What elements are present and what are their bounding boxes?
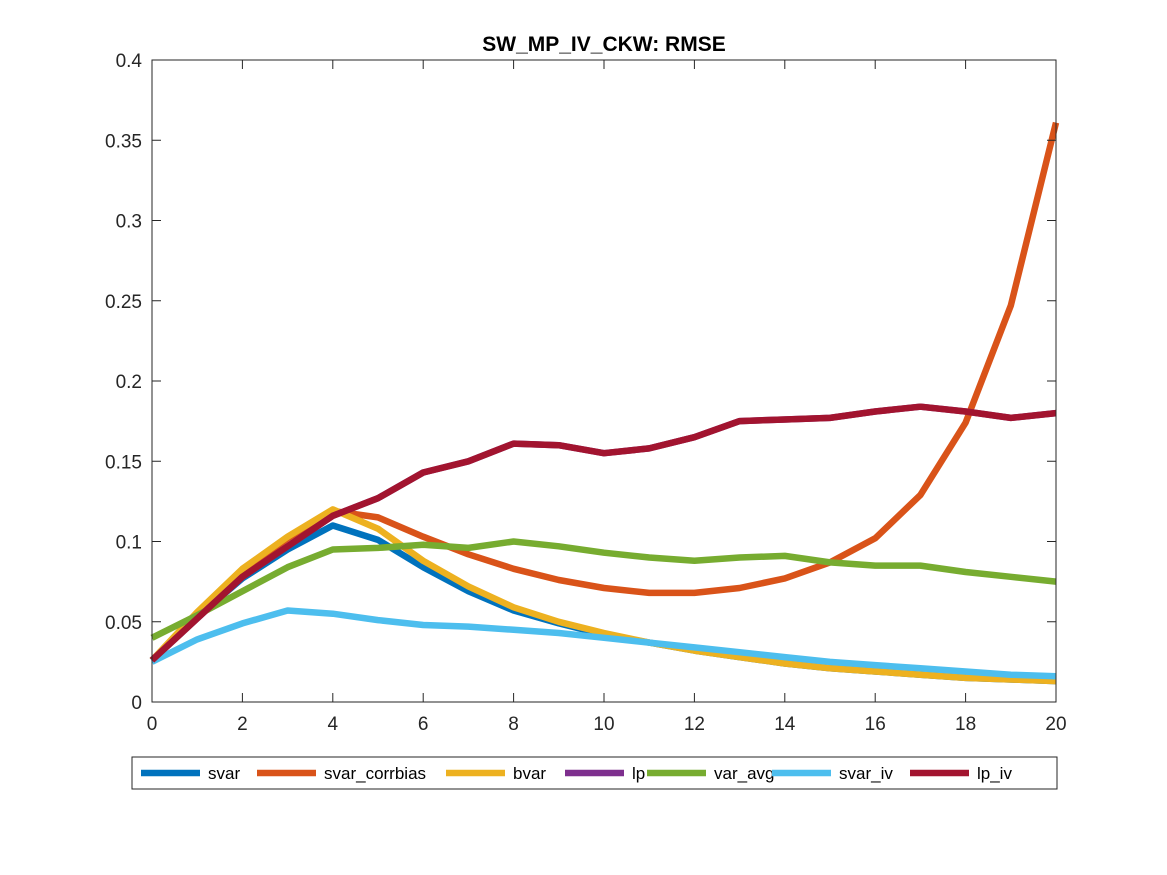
y-tick-label: 0.15 — [105, 452, 142, 473]
legend-label: lp_iv — [977, 764, 1012, 783]
series-line-bvar — [149, 506, 1057, 685]
x-tick-label: 12 — [684, 714, 705, 735]
y-tick-label: 0.2 — [116, 372, 142, 393]
x-tick-label: 4 — [328, 714, 339, 735]
x-tick-label: 0 — [147, 714, 158, 735]
legend: svar svar_corrbias bvar lp var_avg svar_iv lp_… — [131, 756, 1058, 790]
x-tick-label: 10 — [593, 714, 614, 735]
legend-label: bvar — [513, 764, 546, 783]
y-tick-label: 0.25 — [105, 292, 142, 313]
chart-title: SW_MP_IV_CKW: RMSE — [482, 33, 725, 56]
plot-area — [152, 60, 1056, 702]
legend-label: svar_iv — [839, 764, 893, 783]
legend-label: svar_corrbias — [324, 764, 426, 783]
series-line-var-avg — [150, 538, 1057, 641]
legend-label: lp — [632, 764, 645, 783]
series-lines — [149, 121, 1060, 685]
x-axis: 0 2 4 6 8 10 12 14 16 18 20 — [147, 60, 1067, 735]
series-line-lp-iv — [149, 403, 1057, 663]
x-tick-label: 20 — [1045, 714, 1066, 735]
y-tick-label: 0.4 — [116, 51, 143, 72]
x-tick-label: 16 — [865, 714, 886, 735]
series-line-svar-iv — [150, 607, 1057, 680]
y-tick-label: 0 — [131, 693, 142, 714]
x-tick-label: 18 — [955, 714, 976, 735]
legend-label: var_avg — [714, 764, 774, 783]
x-tick-label: 14 — [774, 714, 796, 735]
y-tick-label: 0.1 — [116, 533, 142, 554]
y-axis: 0 0.05 0.1 0.15 0.2 0.25 0.3 0.35 0.4 — [105, 51, 1056, 714]
legend-label: svar — [208, 764, 240, 783]
y-tick-label: 0.3 — [116, 212, 142, 233]
x-tick-label: 6 — [418, 714, 429, 735]
y-tick-label: 0.05 — [105, 613, 142, 634]
x-tick-label: 2 — [237, 714, 248, 735]
y-tick-label: 0.35 — [105, 131, 142, 152]
x-tick-label: 8 — [508, 714, 519, 735]
